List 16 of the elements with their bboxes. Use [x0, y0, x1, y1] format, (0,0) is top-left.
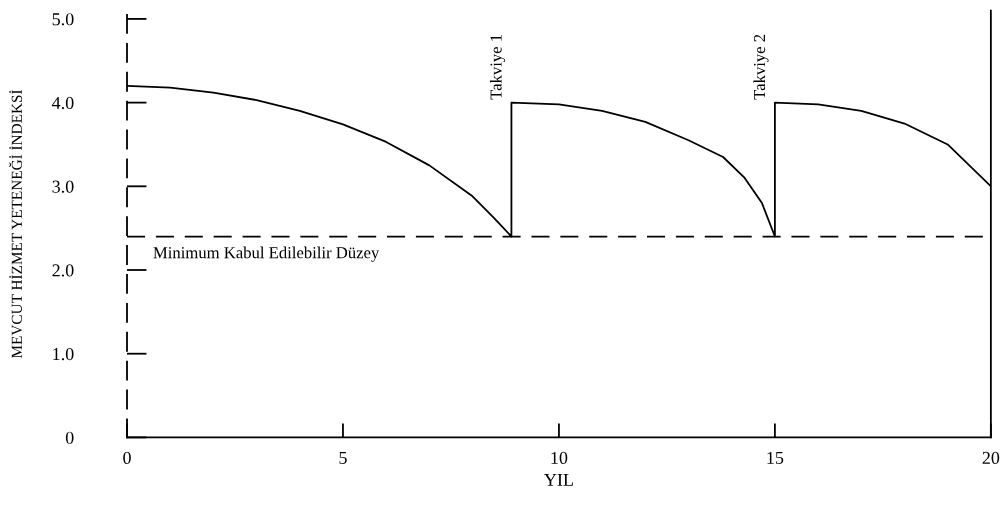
y-axis-title: MEVCUT HİZMET YETENEĞİ İNDEKSİ	[8, 89, 23, 359]
x-tick-label: 20	[982, 451, 1000, 465]
y-tick-label: 2.0	[52, 264, 74, 277]
x-tick-label: 15	[767, 451, 784, 465]
y-tick-label: 4.0	[52, 96, 74, 110]
ref-line-label: Minimum Kabul Edilebilir Düzey	[153, 246, 380, 262]
y-tick-label: 1.0	[53, 347, 74, 361]
x-axis-title: YIL	[544, 473, 573, 486]
annotation: Takviye 1	[489, 34, 506, 100]
y-tick-label: 3.0	[52, 180, 74, 193]
y-tick-label: 5.0	[52, 13, 74, 26]
annotation: Takviye 2	[753, 34, 769, 100]
x-tick-label: 5	[339, 452, 347, 465]
x-tick-label: 0	[123, 451, 131, 465]
x-tick-label: 10	[551, 451, 568, 465]
y-tick-label: 0	[65, 431, 74, 444]
